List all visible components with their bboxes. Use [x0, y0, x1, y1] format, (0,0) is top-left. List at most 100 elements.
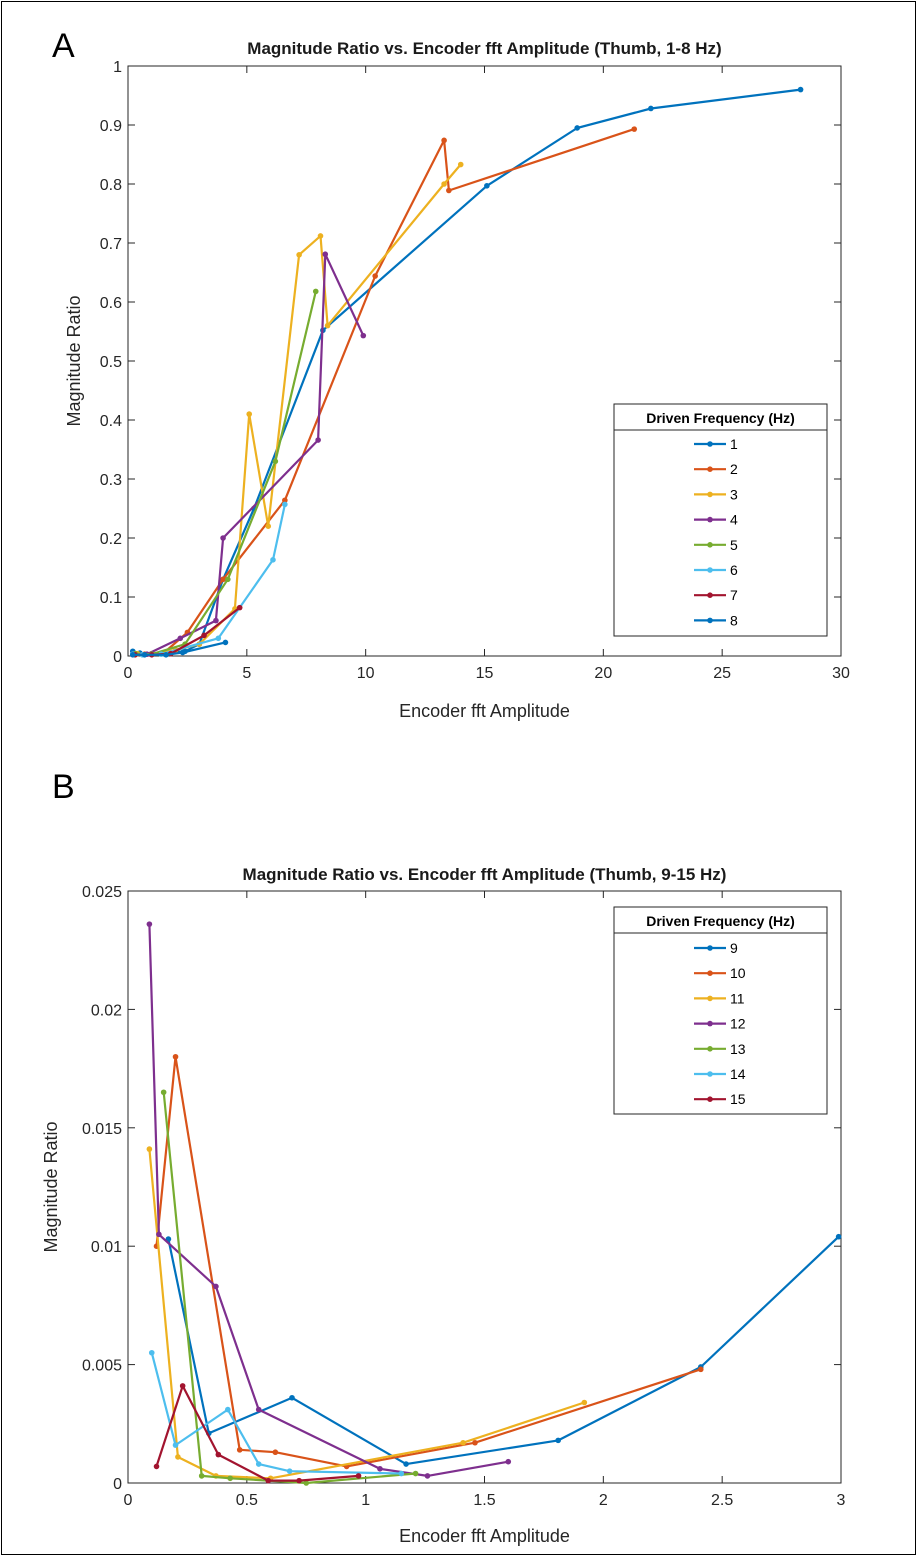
chart-a-series-point-2	[372, 273, 378, 279]
chart-b-series-point-14	[225, 1406, 231, 1413]
chart-a-xtick-label: 10	[357, 665, 375, 682]
chart-a-series-point-2	[441, 137, 447, 144]
chart-a-ytick-label: 0	[113, 649, 122, 666]
chart-a-series-point-4	[360, 332, 367, 339]
chart-b-series-point-15	[215, 1451, 222, 1458]
chart-a-series-point-5	[312, 288, 319, 295]
chart-a-legend-title: Driven Frequency (Hz)	[646, 410, 795, 426]
chart-a-legend-marker-6	[707, 567, 713, 573]
chart-b-series-point-14	[286, 1468, 293, 1474]
chart-b-legend-box	[613, 906, 828, 1115]
chart-b-legend-marker-13	[707, 1046, 713, 1052]
chart-a-legend-marker-7	[707, 592, 713, 598]
chart-b-xlabel: Encoder fft Amplitude	[399, 1526, 570, 1546]
chart-a-ytick-label: 0.3	[100, 472, 122, 489]
chart-b-series-point-12	[377, 1465, 383, 1472]
chart-a-ytick-label: 0.9	[100, 118, 122, 135]
chart-b-series-line-11	[148, 1148, 585, 1480]
chart-b-series-point-13	[160, 1089, 167, 1096]
chart-b-series-point-10	[697, 1366, 704, 1373]
chart-b-series-line-12	[148, 924, 509, 1478]
chart-b-ylabel: Magnitude Ratio	[41, 1121, 61, 1252]
chart-a-series-point-3	[324, 322, 331, 329]
chart-a-series-point-3	[317, 233, 324, 239]
chart-b-series-point-13	[227, 1475, 233, 1482]
chart-a-series-point-1	[648, 105, 654, 112]
chart-b-series-line-15	[155, 1384, 359, 1482]
chart-b-xtick-label: 0.5	[236, 1492, 258, 1509]
chart-a-series-point-3	[457, 161, 464, 168]
chart-b-ytick-label: 0.01	[91, 1239, 122, 1256]
chart-a-legend-marker-8	[707, 617, 713, 624]
chart-b-series-point-9	[555, 1437, 561, 1444]
chart-a-legend-entry-7: 7	[730, 587, 738, 603]
chart-a-series-point-1	[574, 125, 580, 131]
chart-b-series-point-10	[272, 1449, 279, 1456]
chart-a-series-point-7	[201, 632, 207, 639]
chart-b-legend-entry-14: 14	[730, 1066, 746, 1082]
chart-a-title: Magnitude Ratio vs. Encoder fft Amplitud…	[247, 39, 721, 58]
chart-b-series-point-15	[296, 1477, 302, 1484]
chart-a-series-point-6	[215, 635, 222, 642]
chart-b-xtick-label: 1	[361, 1492, 370, 1509]
chart-a-series-point-6	[270, 557, 276, 563]
chart-a-xlabel: Encoder fft Amplitude	[399, 701, 570, 721]
chart-b-xtick-label: 0	[124, 1492, 133, 1509]
chart-b-legend-entry-9: 9	[730, 940, 738, 956]
chart-a-legend-marker-5	[707, 542, 713, 548]
chart-b-ytick-label: 0	[113, 1476, 122, 1493]
chart-a-xtick-label: 0	[124, 665, 133, 682]
chart-b-series-point-12	[505, 1458, 512, 1465]
chart-a-series-point-2	[220, 576, 226, 583]
chart-a-panel-label: A	[52, 27, 75, 65]
chart-b-series-point-12	[213, 1283, 219, 1290]
chart-b-legend-marker-10	[707, 970, 713, 976]
chart-a-series-point-8	[141, 652, 148, 658]
chart-b-ytick-label: 0.015	[82, 1121, 122, 1138]
chart-a-series-line-3	[137, 163, 462, 655]
chart-a-series-point-4	[177, 635, 184, 642]
chart-a-series-point-5	[272, 458, 279, 465]
chart-a-legend-entry-4: 4	[730, 512, 738, 528]
chart-b-series-point-11	[175, 1454, 181, 1460]
chart-b-series-point-14	[255, 1461, 262, 1467]
chart-a-series-point-3	[246, 411, 253, 417]
chart-a-ytick-label: 0.5	[100, 354, 122, 371]
chart-a-legend-entry-8: 8	[730, 612, 738, 628]
chart-b-series-point-10	[472, 1439, 478, 1446]
chart-a-ytick-label: 0.2	[100, 531, 122, 548]
chart-a-series-point-6	[282, 501, 288, 508]
chart-a-series-point-8	[163, 652, 169, 658]
chart-a-legend-marker-2	[707, 466, 713, 473]
chart-b-xtick-label: 2.5	[711, 1492, 733, 1509]
chart-b-legend-marker-12	[707, 1020, 713, 1027]
chart-a-legend-marker-3	[707, 491, 713, 498]
chart-b-series-point-15	[179, 1383, 186, 1389]
chart-a-series-line-2	[135, 128, 635, 656]
chart-b-legend-marker-15	[707, 1096, 713, 1102]
chart-b-legend-marker-11	[707, 995, 713, 1002]
chart-b-series-point-13	[198, 1473, 205, 1479]
chart-a-legend-entry-1: 1	[730, 436, 738, 452]
chart-a-xtick-label: 25	[713, 665, 731, 682]
chart-b-legend-entry-13: 13	[730, 1041, 746, 1057]
chart-a-ytick-label: 1	[113, 59, 122, 76]
chart-a-series-point-3	[265, 523, 272, 529]
chart-a-legend-marker-1	[707, 441, 713, 447]
chart-b-xtick-label: 3	[837, 1492, 846, 1509]
chart-b-legend-marker-14	[707, 1071, 713, 1077]
chart-a-ytick-label: 0.1	[100, 590, 122, 607]
chart-a-series-point-2	[282, 497, 288, 504]
chart-a-series-point-2	[631, 126, 638, 132]
chart-b-series-point-15	[355, 1473, 362, 1479]
chart-a-series-point-7	[236, 604, 243, 611]
chart-a-ylabel: Magnitude Ratio	[64, 295, 84, 426]
chart-a-legend-marker-4	[707, 516, 713, 523]
chart-a-xtick-label: 5	[242, 665, 251, 682]
chart-a-series-point-1	[484, 182, 490, 189]
chart-b-ytick-label: 0.02	[91, 1002, 122, 1019]
chart-a-xtick-label: 30	[832, 665, 850, 682]
chart-b-series-point-12	[146, 921, 153, 927]
